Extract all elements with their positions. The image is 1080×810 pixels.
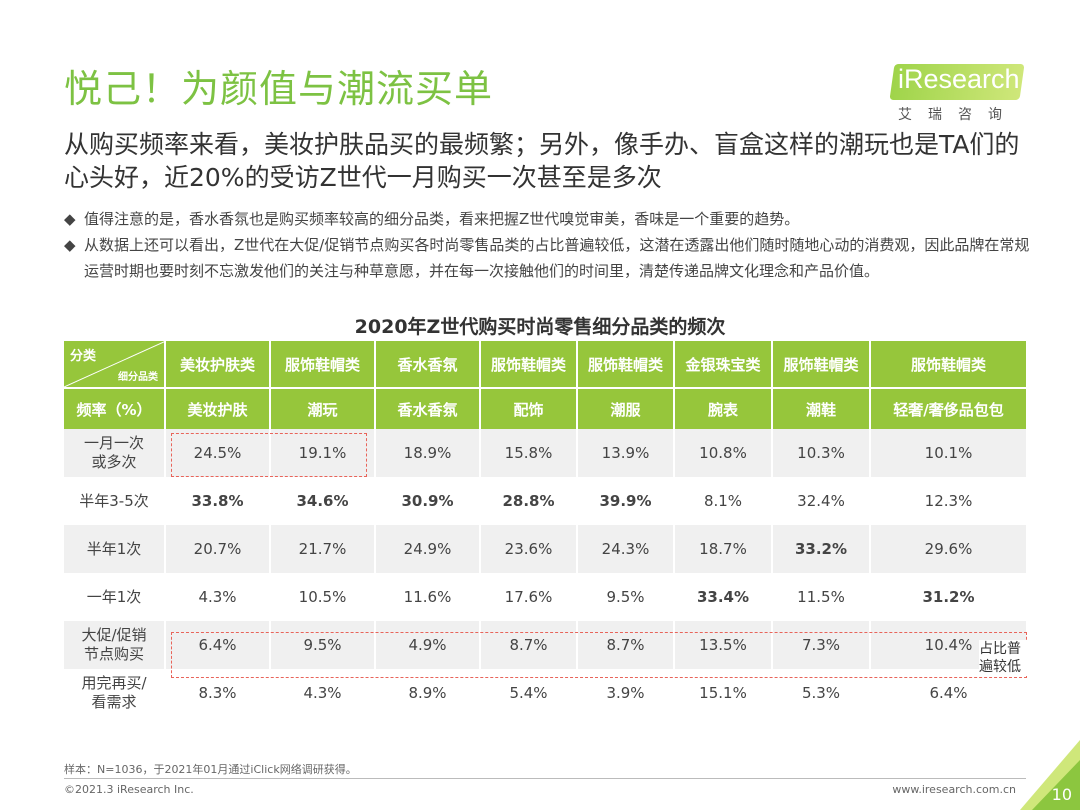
row-label: 一年1次: [64, 573, 166, 621]
row-label: 半年3-5次: [64, 477, 166, 525]
table-cell: 33.2%: [773, 525, 871, 573]
category-header: 金银珠宝类: [675, 341, 773, 387]
table-cell: 10.8%: [675, 429, 773, 477]
subcategory-header: 配饰: [481, 387, 578, 429]
table-cell: 33.8%: [166, 477, 271, 525]
frequency-table: 分类 细分品类 美妆护肤类 服饰鞋帽类 香水香氛 服饰鞋帽类 服饰鞋帽类 金银珠…: [64, 341, 1026, 717]
low-share-note: 占比普遍较低: [979, 640, 1027, 676]
subcategory-header: 美妆护肤: [166, 387, 271, 429]
page-title: 悦己！为颜值与潮流买单: [64, 67, 494, 111]
table-cell: 20.7%: [166, 525, 271, 573]
bullet-item: ◆ 值得注意的是，香水香氛也是购买频率较高的细分品类，看来把握Z世代嗅觉审美，香…: [64, 206, 1039, 232]
website-url: www.iresearch.com.cn: [892, 783, 1016, 796]
category-header: 香水香氛: [376, 341, 481, 387]
table-cell: 4.9%: [376, 621, 481, 669]
category-header: 服饰鞋帽类: [271, 341, 376, 387]
row-label: 用完再买/看需求: [64, 669, 166, 717]
table-cell: 10.1%: [871, 429, 1026, 477]
table-cell: 7.3%: [773, 621, 871, 669]
table-cell: 13.9%: [578, 429, 675, 477]
bullet-list: ◆ 值得注意的是，香水香氛也是购买频率较高的细分品类，看来把握Z世代嗅觉审美，香…: [64, 206, 1039, 284]
frequency-label: 频率（%）: [64, 387, 166, 429]
subcategory-header: 潮服: [578, 387, 675, 429]
table-cell: 31.2%: [871, 573, 1026, 621]
table-cell: 33.4%: [675, 573, 773, 621]
table-cell: 30.9%: [376, 477, 481, 525]
row-label: 一月一次或多次: [64, 429, 166, 477]
table-cell: 13.5%: [675, 621, 773, 669]
diamond-icon: ◆: [64, 236, 76, 254]
table-cell: 15.8%: [481, 429, 578, 477]
subcategory-header: 潮鞋: [773, 387, 871, 429]
subtitle: 从购买频率来看，美妆护肤品买的最频繁；另外，像手办、盲盒这样的潮玩也是TA们的心…: [64, 130, 1020, 192]
corner-bottom-label: 细分品类: [118, 372, 158, 383]
table-row: 一月一次或多次 24.5% 19.1% 18.9% 15.8% 13.9% 10…: [64, 429, 1026, 477]
table-cell: 8.7%: [481, 621, 578, 669]
sample-note: 样本：N=1036，于2021年01月通过iClick网络调研获得。: [64, 763, 357, 776]
table-corner-cell: 分类 细分品类: [64, 341, 166, 387]
subcategory-header: 轻奢/奢侈品包包: [871, 387, 1026, 429]
table-cell: 21.7%: [271, 525, 376, 573]
table-cell: 24.3%: [578, 525, 675, 573]
table-cell: 18.9%: [376, 429, 481, 477]
category-header-row: 分类 细分品类 美妆护肤类 服饰鞋帽类 香水香氛 服饰鞋帽类 服饰鞋帽类 金银珠…: [64, 341, 1026, 387]
brand-logo: iResearch 艾瑞咨询: [889, 58, 1032, 126]
subcategory-header-row: 频率（%） 美妆护肤 潮玩 香水香氛 配饰 潮服 腕表 潮鞋 轻奢/奢侈品包包: [64, 387, 1026, 429]
bullet-text: 从数据上还可以看出，Z世代在大促/促销节点购买各时尚零售品类的占比普遍较低，这潜…: [84, 236, 1030, 280]
table-title: 2020年Z世代购买时尚零售细分品类的频次: [354, 316, 726, 338]
bullet-text: 值得注意的是，香水香氛也是购买频率较高的细分品类，看来把握Z世代嗅觉审美，香味是…: [84, 210, 800, 228]
table-cell: 24.5%: [166, 429, 271, 477]
subcategory-header: 腕表: [675, 387, 773, 429]
table-cell: 4.3%: [166, 573, 271, 621]
bullet-item: ◆ 从数据上还可以看出，Z世代在大促/促销节点购买各时尚零售品类的占比普遍较低，…: [64, 232, 1039, 284]
table-cell: 8.7%: [578, 621, 675, 669]
logo-subtitle: 艾瑞咨询: [898, 107, 1018, 123]
table-cell: 32.4%: [773, 477, 871, 525]
highlight-box-monthly: [171, 433, 367, 477]
category-header: 服饰鞋帽类: [481, 341, 578, 387]
table-cell: 11.5%: [773, 573, 871, 621]
category-header: 服饰鞋帽类: [578, 341, 675, 387]
category-header: 服饰鞋帽类: [773, 341, 871, 387]
diagonal-line: [64, 341, 166, 387]
subcategory-header: 潮玩: [271, 387, 376, 429]
highlight-box-promo: [171, 632, 1027, 678]
table-row: 半年1次 20.7% 21.7% 24.9% 23.6% 24.3% 18.7%…: [64, 525, 1026, 573]
table-row: 半年3-5次 33.8% 34.6% 30.9% 28.8% 39.9% 8.1…: [64, 477, 1026, 525]
table-cell: 39.9%: [578, 477, 675, 525]
table-cell: 18.7%: [675, 525, 773, 573]
table-cell: 9.5%: [271, 621, 376, 669]
table-cell: 9.5%: [578, 573, 675, 621]
table-cell: 29.6%: [871, 525, 1026, 573]
table-cell: 28.8%: [481, 477, 578, 525]
table-cell: 17.6%: [481, 573, 578, 621]
footer-divider: [64, 778, 1026, 779]
page-corner-decoration: [1020, 740, 1080, 810]
row-label: 半年1次: [64, 525, 166, 573]
table-cell: 8.1%: [675, 477, 773, 525]
page-number: 10: [1051, 785, 1072, 804]
row-label: 大促/促销节点购买: [64, 621, 166, 669]
subcategory-header: 香水香氛: [376, 387, 481, 429]
table-cell: 10.3%: [773, 429, 871, 477]
table-cell: 11.6%: [376, 573, 481, 621]
table-cell: 23.6%: [481, 525, 578, 573]
table-cell: 19.1%: [271, 429, 376, 477]
copyright: ©2021.3 iResearch Inc.: [64, 783, 194, 796]
table-cell: 10.5%: [271, 573, 376, 621]
diamond-icon: ◆: [64, 210, 76, 228]
table-cell: 12.3%: [871, 477, 1026, 525]
table-cell: 24.9%: [376, 525, 481, 573]
category-header: 服饰鞋帽类: [871, 341, 1026, 387]
corner-top-label: 分类: [70, 349, 97, 364]
logo-wordmark: iResearch: [898, 64, 1020, 94]
category-header: 美妆护肤类: [166, 341, 271, 387]
table-row: 一年1次 4.3% 10.5% 11.6% 17.6% 9.5% 33.4% 1…: [64, 573, 1026, 621]
table-cell: 6.4%: [166, 621, 271, 669]
table-cell: 34.6%: [271, 477, 376, 525]
